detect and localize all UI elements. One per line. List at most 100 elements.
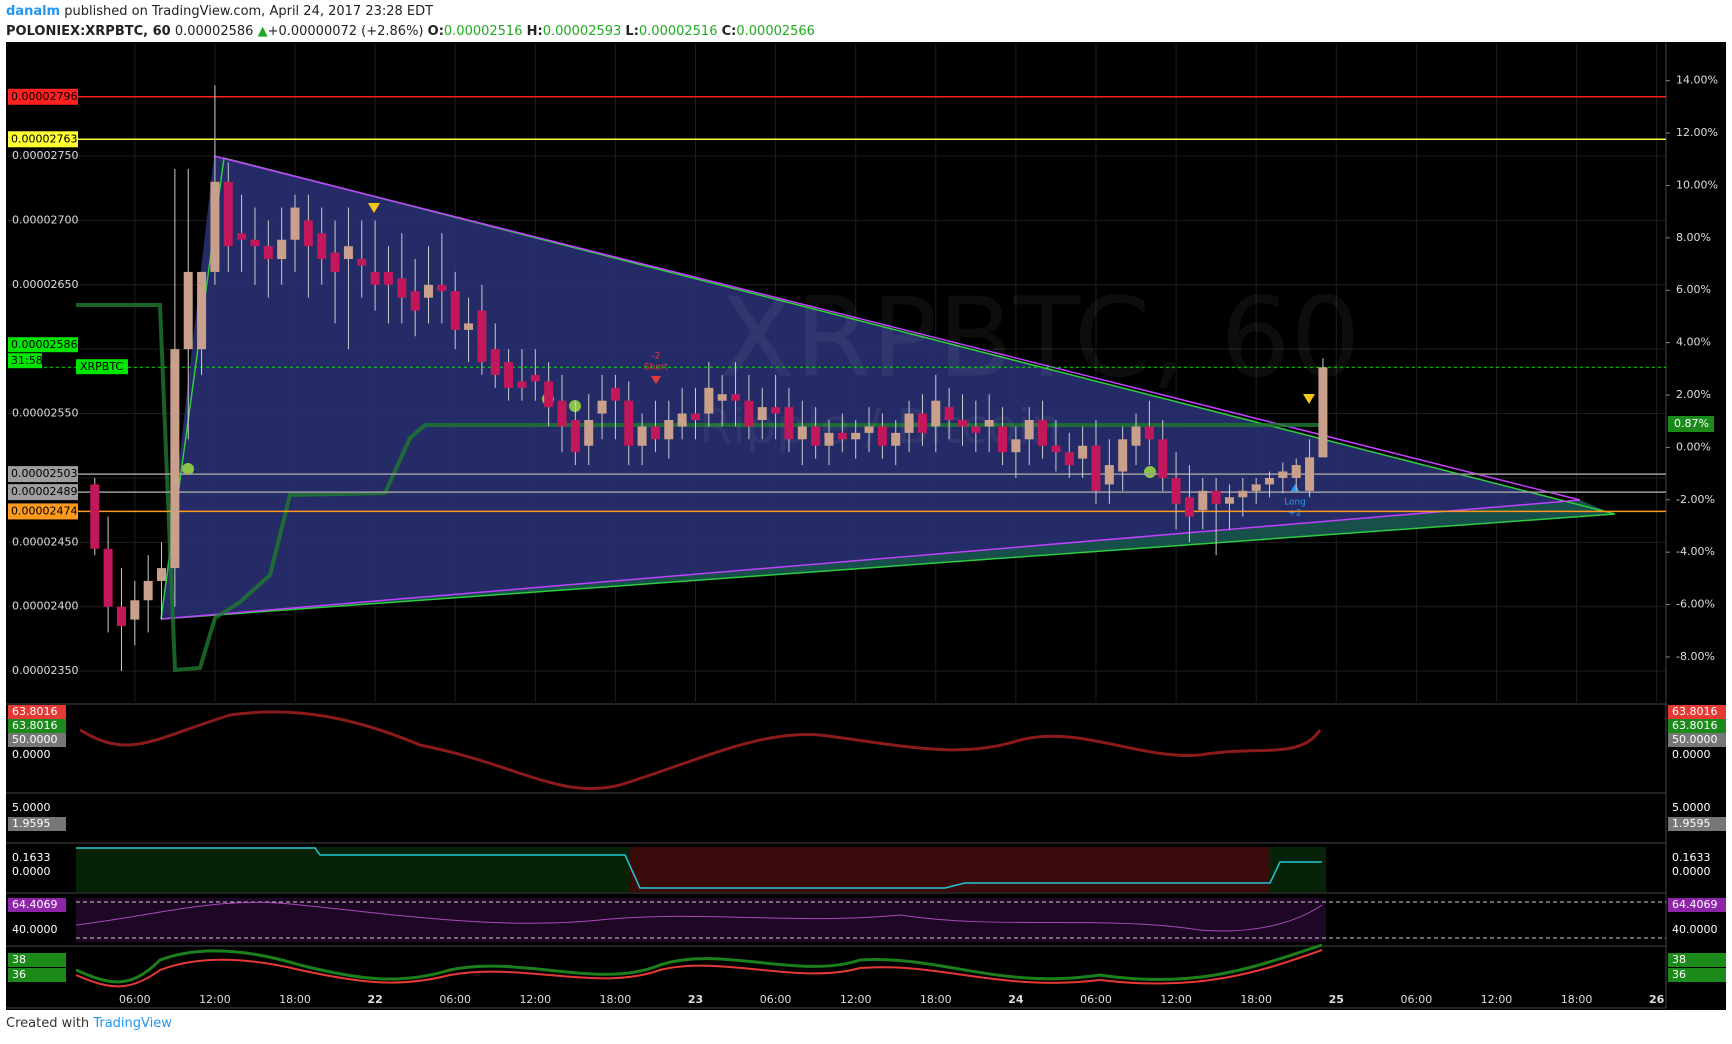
x-tick-label: 26	[1649, 993, 1665, 1006]
candle-body	[1278, 471, 1288, 478]
candle-body	[944, 407, 954, 420]
candle-body	[704, 387, 714, 414]
brand[interactable]: TradingView	[93, 1016, 172, 1031]
candle-body	[357, 259, 367, 266]
candle-body	[584, 420, 594, 446]
candle-body	[917, 413, 927, 433]
x-tick-label: 06:00	[760, 993, 792, 1006]
candle-body	[1171, 477, 1181, 504]
candle-body	[223, 181, 233, 247]
header: danalm published on TradingView.com, Apr…	[6, 2, 815, 42]
panel-label: 1.9595	[12, 817, 51, 830]
chart: XRPBTC, 60 Ripple / Bitcoin -2 Short Lon…	[6, 42, 1726, 1010]
panel-label: 5.0000	[12, 801, 51, 814]
x-tick-label: 12:00	[199, 993, 231, 1006]
y-tick-label: 0.00002350	[12, 664, 78, 677]
panel-label: 5.0000	[1672, 801, 1711, 814]
panel-label: 63.8016	[12, 705, 58, 718]
panel-label: 36	[1672, 968, 1686, 981]
panel-label: 0.0000	[12, 748, 51, 761]
candle-body	[250, 239, 260, 247]
panel-label: 50.0000	[12, 733, 58, 746]
y2-tick-label: 0.00%	[1676, 440, 1711, 453]
candle-body	[517, 381, 527, 388]
triangle	[161, 156, 1613, 619]
x-tick-label: 06:00	[1080, 993, 1112, 1006]
candle-body	[1265, 477, 1275, 485]
candle-body	[1251, 484, 1261, 491]
candle-body	[504, 362, 514, 388]
c: 0.00002566	[736, 24, 815, 39]
x-tick-label: 22	[367, 993, 382, 1006]
arrow: ▲	[257, 24, 268, 39]
candle-body	[263, 246, 273, 260]
candle-body	[998, 426, 1008, 453]
candle-body	[477, 310, 487, 363]
panel-label: 1.9595	[1672, 817, 1711, 830]
candle-body	[1291, 465, 1301, 478]
l-label: L:	[625, 24, 639, 39]
candle-body	[1078, 445, 1088, 459]
panel-label: 63.8016	[1672, 719, 1718, 732]
panel-tag	[8, 817, 66, 831]
candle-body	[570, 420, 580, 453]
published: published on TradingView.com, April 24, …	[64, 4, 434, 19]
candle-body	[717, 394, 727, 401]
y-tick-label: 0.00002400	[12, 600, 78, 613]
candle-body	[183, 271, 193, 350]
level-tag	[8, 484, 78, 501]
y2-tick-label: -6.00%	[1676, 598, 1715, 611]
trend-lower	[160, 499, 1581, 620]
price: 0.00002586	[174, 24, 254, 39]
dot	[1144, 466, 1156, 478]
panel-tag	[1668, 719, 1726, 733]
created-with: Created with	[6, 1016, 90, 1031]
candle-body	[984, 420, 994, 427]
panel-tag	[1668, 968, 1726, 982]
trend-upper	[213, 155, 1581, 501]
candle-body	[317, 233, 327, 260]
panel-tag	[1668, 953, 1726, 967]
long-num: +2	[1288, 509, 1301, 519]
candle-body	[811, 426, 821, 446]
short-num: -2	[652, 352, 661, 362]
short-arrow	[651, 376, 661, 384]
candle-body	[690, 413, 700, 420]
x-tick-label: 18:00	[600, 993, 632, 1006]
rsi-bg	[76, 898, 1326, 942]
h-label: H:	[526, 24, 543, 39]
y2-tick-label: -8.00%	[1676, 650, 1715, 663]
panel-tag	[8, 953, 66, 967]
x-tick-label: 23	[688, 993, 703, 1006]
candle-body	[130, 600, 140, 620]
x-tick-label: 18:00	[920, 993, 952, 1006]
symbol-tag	[76, 359, 128, 375]
candle-body	[677, 413, 687, 427]
long-text: Long	[1284, 498, 1306, 508]
candle-body	[744, 400, 754, 427]
candle-body	[490, 349, 500, 375]
level-tag	[8, 503, 78, 520]
panel-tag	[1668, 898, 1726, 912]
y2-tick-label: -4.00%	[1676, 545, 1715, 558]
y2-tick-label: 8.00%	[1676, 231, 1711, 244]
stop-line	[76, 303, 1320, 673]
candle-body	[530, 374, 540, 382]
candle-body	[1184, 497, 1194, 517]
y-tick-label: 0.00002700	[12, 213, 78, 226]
pct-tag	[1668, 416, 1714, 432]
x-tick-label: 18:00	[1561, 993, 1593, 1006]
symbol-tag-label: XRPBTC	[80, 360, 123, 373]
candle-body	[1064, 452, 1074, 466]
candle-body	[1104, 465, 1114, 485]
candle-body	[170, 349, 180, 569]
author[interactable]: danalm	[6, 4, 61, 19]
candle-body	[1305, 457, 1315, 491]
dot	[182, 463, 194, 475]
panel-label: 0.0000	[1672, 748, 1711, 761]
candle-body	[330, 252, 340, 272]
rsi-line	[75, 901, 1323, 932]
candle-body	[277, 239, 287, 260]
level-label: 0.00002763	[11, 132, 77, 145]
